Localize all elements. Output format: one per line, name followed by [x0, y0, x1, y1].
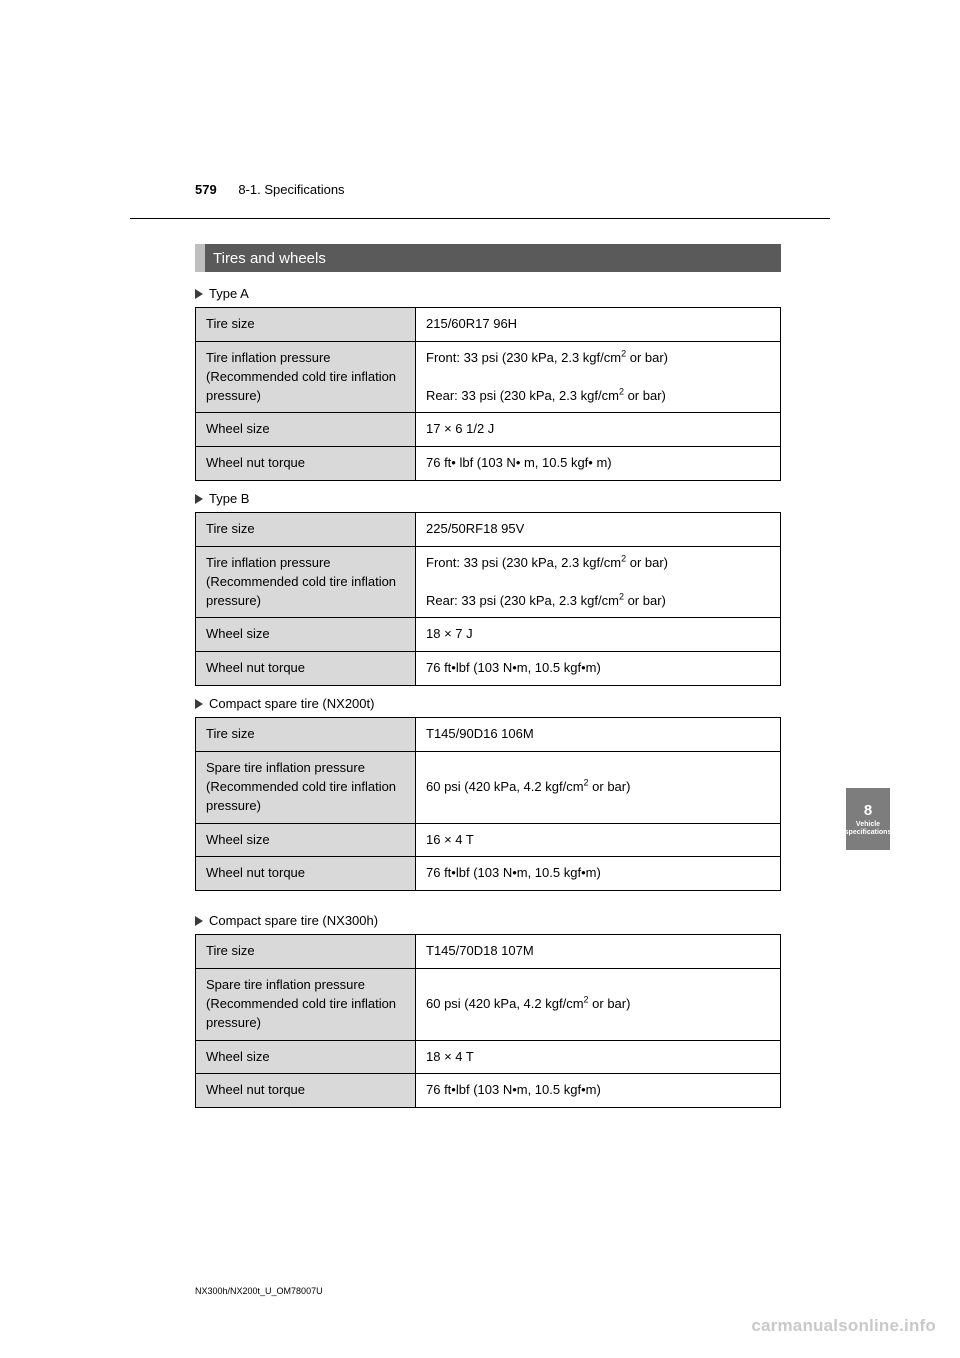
triangle-icon [195, 289, 203, 299]
spec-label: Tire inflation pressure(Recommended cold… [196, 546, 416, 618]
content: Tires and wheels Type ATire size215/60R1… [195, 244, 781, 1118]
subsection-heading: Type B [195, 491, 781, 506]
spec-value: 17 × 6 1/2 J [416, 413, 781, 447]
table-row: Tire size215/60R17 96H [196, 308, 781, 342]
subsection-label: Type B [209, 491, 249, 506]
spec-table: Tire size225/50RF18 95VTire inflation pr… [195, 512, 781, 686]
spec-label: Wheel size [196, 1040, 416, 1074]
spec-label: Wheel nut torque [196, 1074, 416, 1108]
triangle-icon [195, 494, 203, 504]
spec-value: 18 × 7 J [416, 618, 781, 652]
chapter-label: Vehicle specifications [845, 821, 892, 836]
section-bar: Tires and wheels [195, 244, 781, 272]
spec-value: 16 × 4 T [416, 823, 781, 857]
spec-label: Tire size [196, 308, 416, 342]
spec-value: T145/70D18 107M [416, 935, 781, 969]
spec-table: Tire sizeT145/70D18 107MSpare tire infla… [195, 934, 781, 1108]
spec-table: Tire sizeT145/90D16 106MSpare tire infla… [195, 717, 781, 891]
subsection-label: Type A [209, 286, 249, 301]
subsection-label: Compact spare tire (NX300h) [209, 913, 378, 928]
page-number: 579 [195, 182, 217, 197]
chapter-tab: 8 Vehicle specifications [846, 788, 890, 850]
subsection-heading: Compact spare tire (NX300h) [195, 913, 781, 928]
section-bar-accent [195, 244, 205, 272]
spec-label: Wheel nut torque [196, 447, 416, 481]
table-row: Tire sizeT145/90D16 106M [196, 718, 781, 752]
spec-label: Wheel size [196, 413, 416, 447]
subsection-heading: Compact spare tire (NX200t) [195, 696, 781, 711]
spec-label: Wheel nut torque [196, 857, 416, 891]
spec-label: Tire size [196, 718, 416, 752]
spec-value: 60 psi (420 kPa, 4.2 kgf/cm2 or bar) [416, 751, 781, 823]
spec-value: 60 psi (420 kPa, 4.2 kgf/cm2 or bar) [416, 969, 781, 1041]
spec-value: 225/50RF18 95V [416, 513, 781, 547]
table-row: Tire size225/50RF18 95V [196, 513, 781, 547]
spec-value: 215/60R17 96H [416, 308, 781, 342]
spec-label: Wheel size [196, 618, 416, 652]
spec-value: 18 × 4 T [416, 1040, 781, 1074]
triangle-icon [195, 699, 203, 709]
spec-value: T145/90D16 106M [416, 718, 781, 752]
table-row: Wheel nut torque76 ft•lbf (103 N•m, 10.5… [196, 1074, 781, 1108]
table-row: Wheel nut torque76 ft•lbf (103 N•m, 10.5… [196, 652, 781, 686]
spec-label: Tire inflation pressure(Recommended cold… [196, 341, 416, 413]
page: 579 8-1. Specifications Tires and wheels… [0, 0, 960, 1358]
table-row: Wheel nut torque76 ft• lbf (103 N• m, 10… [196, 447, 781, 481]
watermark: carmanualsonline.info [751, 1316, 936, 1336]
spec-label: Spare tire inflation pressure(Recommende… [196, 751, 416, 823]
triangle-icon [195, 916, 203, 926]
spec-label: Wheel nut torque [196, 652, 416, 686]
spec-value: Front: 33 psi (230 kPa, 2.3 kgf/cm2 or b… [416, 546, 781, 618]
table-row: Wheel size17 × 6 1/2 J [196, 413, 781, 447]
table-row: Tire inflation pressure(Recommended cold… [196, 341, 781, 413]
table-row: Spare tire inflation pressure(Recommende… [196, 969, 781, 1041]
spec-value: 76 ft•lbf (103 N•m, 10.5 kgf•m) [416, 1074, 781, 1108]
header-rule [130, 218, 830, 219]
spec-value: Front: 33 psi (230 kPa, 2.3 kgf/cm2 or b… [416, 341, 781, 413]
table-row: Wheel size18 × 4 T [196, 1040, 781, 1074]
spec-label: Wheel size [196, 823, 416, 857]
page-header: 579 8-1. Specifications [195, 182, 345, 197]
section-path: 8-1. Specifications [238, 182, 344, 197]
spec-label: Spare tire inflation pressure(Recommende… [196, 969, 416, 1041]
table-row: Wheel size18 × 7 J [196, 618, 781, 652]
table-row: Tire sizeT145/70D18 107M [196, 935, 781, 969]
chapter-number: 8 [864, 802, 872, 819]
table-row: Spare tire inflation pressure(Recommende… [196, 751, 781, 823]
spec-value: 76 ft•lbf (103 N•m, 10.5 kgf•m) [416, 857, 781, 891]
subsection-heading: Type A [195, 286, 781, 301]
spec-table: Tire size215/60R17 96HTire inflation pre… [195, 307, 781, 481]
table-row: Tire inflation pressure(Recommended cold… [196, 546, 781, 618]
section-title: Tires and wheels [213, 250, 326, 267]
spec-label: Tire size [196, 513, 416, 547]
spec-groups: Type ATire size215/60R17 96HTire inflati… [195, 286, 781, 1108]
table-row: Wheel nut torque76 ft•lbf (103 N•m, 10.5… [196, 857, 781, 891]
footer-code: NX300h/NX200t_U_OM78007U [195, 1286, 323, 1296]
spec-label: Tire size [196, 935, 416, 969]
spec-value: 76 ft• lbf (103 N• m, 10.5 kgf• m) [416, 447, 781, 481]
table-row: Wheel size16 × 4 T [196, 823, 781, 857]
subsection-label: Compact spare tire (NX200t) [209, 696, 374, 711]
spec-value: 76 ft•lbf (103 N•m, 10.5 kgf•m) [416, 652, 781, 686]
